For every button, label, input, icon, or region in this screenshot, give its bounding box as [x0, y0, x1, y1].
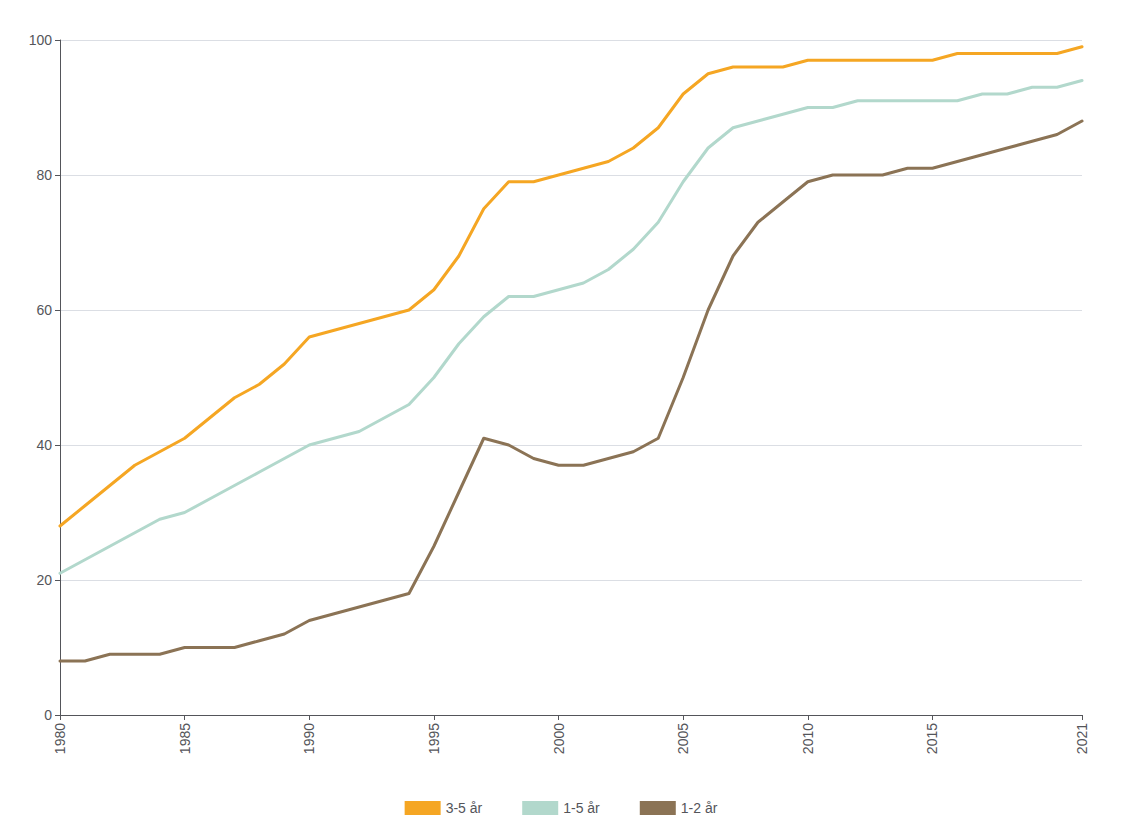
svg-text:2005: 2005: [675, 723, 691, 754]
svg-text:2021: 2021: [1074, 723, 1090, 754]
svg-text:100: 100: [29, 32, 53, 48]
svg-text:1990: 1990: [301, 723, 317, 754]
svg-text:20: 20: [36, 572, 52, 588]
svg-text:80: 80: [36, 167, 52, 183]
svg-text:0: 0: [44, 707, 52, 723]
svg-text:40: 40: [36, 437, 52, 453]
svg-text:1985: 1985: [177, 723, 193, 754]
svg-text:3-5 år: 3-5 år: [446, 800, 483, 816]
svg-text:2010: 2010: [800, 723, 816, 754]
svg-text:2015: 2015: [924, 723, 940, 754]
svg-text:2000: 2000: [551, 723, 567, 754]
svg-text:1980: 1980: [52, 723, 68, 754]
svg-text:60: 60: [36, 302, 52, 318]
svg-text:1-5 år: 1-5 år: [563, 800, 600, 816]
svg-text:1995: 1995: [426, 723, 442, 754]
svg-text:1-2 år: 1-2 år: [681, 800, 718, 816]
